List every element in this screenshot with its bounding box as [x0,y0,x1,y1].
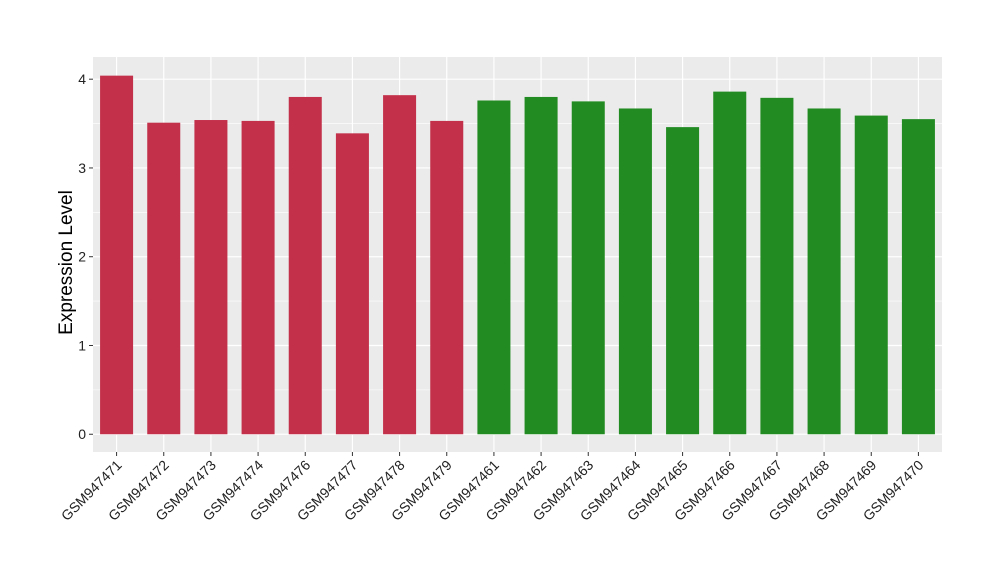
bar-GSM947473 [194,120,228,435]
bar-GSM947463 [571,101,605,435]
y-tick-label: 4 [78,71,86,87]
y-tick-label: 1 [78,337,86,353]
bar-GSM947461 [477,100,511,435]
bar-GSM947470 [901,119,935,435]
bar-GSM947474 [241,120,275,435]
plot-panel [93,57,942,452]
y-tick-label: 2 [78,249,86,265]
bars [100,75,935,435]
y-tick-label: 0 [78,426,86,442]
bar-GSM947476 [288,96,322,435]
y-axis: 0 1 2 3 4 [78,71,93,442]
bar-GSM947477 [335,133,369,435]
bar-GSM947462 [524,96,558,435]
bar-GSM947466 [713,91,747,435]
bar-GSM947478 [383,95,417,435]
x-axis: GSM947471GSM947472GSM947473GSM947474GSM9… [58,452,927,524]
bar-GSM947471 [100,75,134,435]
bar-GSM947472 [147,122,181,435]
bar-GSM947465 [666,127,700,435]
y-tick-label: 3 [78,160,86,176]
bar-GSM947464 [618,108,652,435]
bar-GSM947467 [760,97,794,435]
bar-GSM947479 [430,120,464,435]
bar-GSM947468 [807,108,841,435]
bar-GSM947469 [854,115,888,435]
y-axis-title: Expression Level [56,190,77,335]
